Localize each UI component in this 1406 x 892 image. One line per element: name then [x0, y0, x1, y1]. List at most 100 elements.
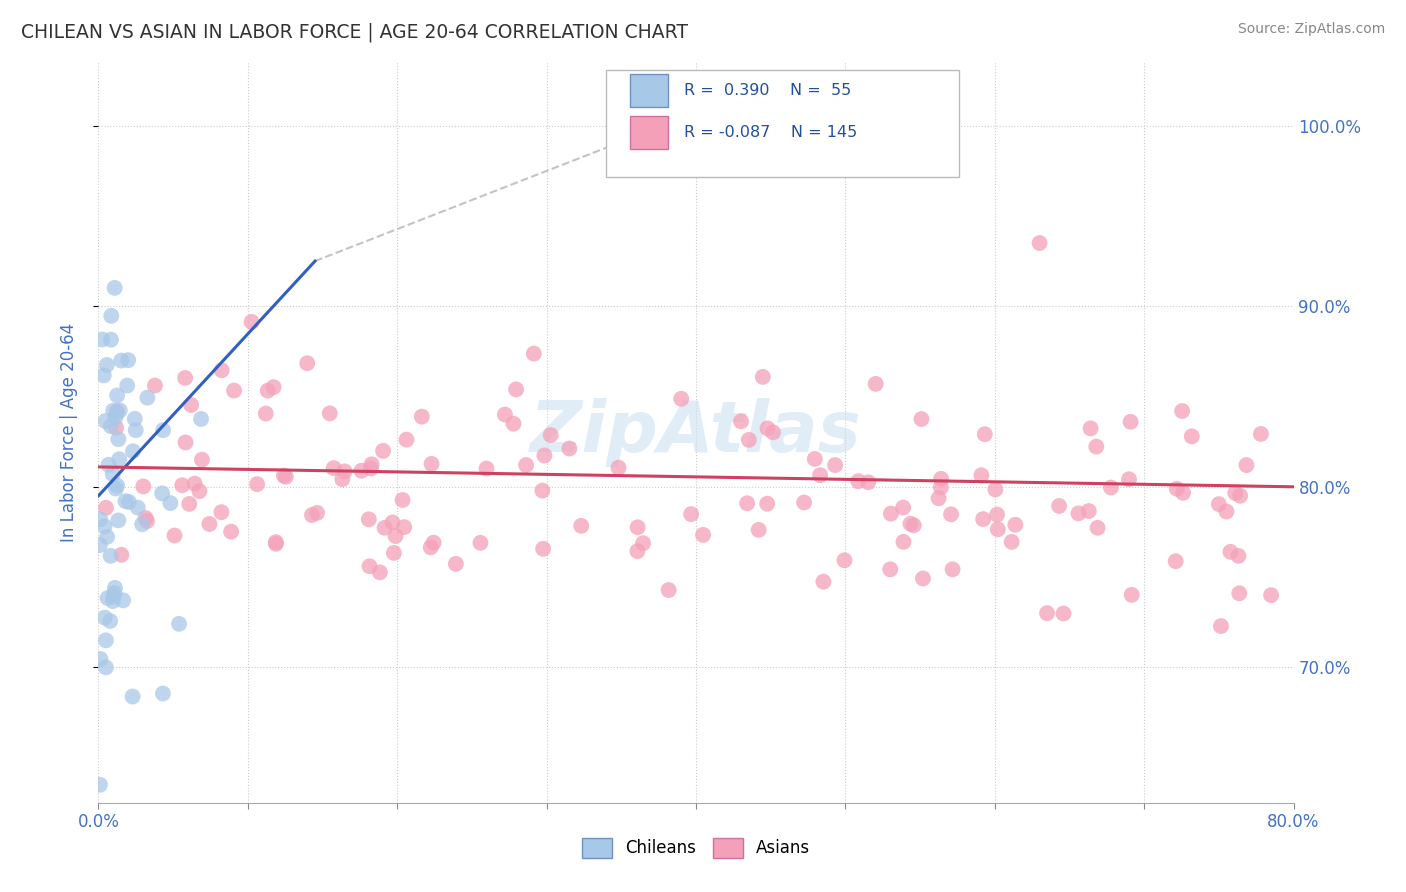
- Point: [297, 356, 319, 370]
- Point: [117, 353, 139, 368]
- Point: [152, 423, 174, 437]
- Point: [910, 412, 932, 426]
- Y-axis label: In Labor Force | Age 20-64: In Labor Force | Age 20-64: [59, 323, 77, 542]
- Point: [419, 541, 441, 555]
- Point: [97, 458, 120, 472]
- Point: [384, 529, 406, 543]
- Point: [256, 384, 278, 398]
- Point: [928, 491, 950, 506]
- Point: [98, 614, 121, 628]
- Point: [858, 475, 880, 490]
- Point: [89, 778, 111, 792]
- Point: [929, 472, 952, 486]
- Point: [114, 494, 136, 508]
- Point: [735, 496, 758, 510]
- Point: [264, 537, 287, 551]
- Point: [540, 428, 562, 442]
- Point: [101, 467, 124, 481]
- Point: [1052, 607, 1074, 621]
- Point: [1171, 485, 1194, 500]
- Point: [167, 616, 190, 631]
- Point: [607, 460, 630, 475]
- Point: [1036, 606, 1059, 620]
- Point: [127, 500, 149, 515]
- Point: [748, 523, 770, 537]
- Point: [1077, 504, 1099, 518]
- Point: [350, 464, 373, 478]
- Point: [1080, 421, 1102, 435]
- Point: [395, 433, 418, 447]
- Point: [360, 461, 382, 475]
- Point: [1001, 534, 1024, 549]
- Point: [174, 435, 197, 450]
- Point: [1260, 588, 1282, 602]
- Point: [322, 461, 344, 475]
- Point: [444, 557, 467, 571]
- Point: [172, 478, 194, 492]
- Point: [880, 507, 903, 521]
- Point: [107, 513, 129, 527]
- Point: [94, 610, 117, 624]
- Point: [94, 414, 117, 428]
- Point: [105, 407, 128, 421]
- Point: [1067, 507, 1090, 521]
- Point: [174, 371, 197, 385]
- Point: [972, 512, 994, 526]
- Point: [494, 408, 516, 422]
- Point: [108, 403, 131, 417]
- Point: [865, 376, 887, 391]
- Point: [730, 414, 752, 428]
- Point: [374, 521, 396, 535]
- Point: [824, 458, 846, 472]
- Point: [1227, 586, 1250, 600]
- Point: [105, 388, 128, 402]
- Point: [94, 500, 117, 515]
- Point: [274, 470, 297, 484]
- Point: [671, 392, 693, 406]
- Point: [135, 511, 157, 525]
- Point: [1171, 404, 1194, 418]
- Point: [558, 442, 581, 456]
- Point: [475, 461, 498, 475]
- Point: [893, 534, 915, 549]
- Point: [122, 444, 145, 458]
- Point: [523, 346, 546, 360]
- Point: [929, 480, 952, 494]
- Point: [970, 468, 993, 483]
- Point: [903, 518, 925, 533]
- Point: [112, 593, 135, 607]
- Text: CHILEAN VS ASIAN IN LABOR FORCE | AGE 20-64 CORRELATION CHART: CHILEAN VS ASIAN IN LABOR FORCE | AGE 20…: [21, 22, 688, 42]
- Point: [150, 486, 173, 500]
- Point: [107, 432, 129, 446]
- Point: [1208, 497, 1230, 511]
- Point: [627, 520, 650, 534]
- Point: [834, 553, 856, 567]
- Point: [179, 497, 201, 511]
- Point: [89, 512, 111, 526]
- Point: [143, 378, 166, 392]
- Legend: Chileans, Asians: Chileans, Asians: [575, 831, 817, 865]
- Point: [626, 544, 648, 558]
- Point: [159, 496, 181, 510]
- Point: [263, 380, 285, 394]
- Point: [1119, 415, 1142, 429]
- Point: [505, 383, 527, 397]
- Point: [756, 421, 779, 435]
- Point: [658, 582, 681, 597]
- Point: [97, 591, 120, 605]
- Point: [738, 433, 761, 447]
- Point: [100, 309, 122, 323]
- Text: ZipAtlas: ZipAtlas: [530, 398, 862, 467]
- Point: [1166, 482, 1188, 496]
- Point: [211, 363, 233, 377]
- Point: [124, 412, 146, 426]
- Point: [360, 458, 382, 472]
- Point: [1099, 481, 1122, 495]
- Point: [879, 562, 901, 576]
- Point: [121, 690, 143, 704]
- Point: [533, 449, 555, 463]
- Point: [986, 508, 1008, 522]
- Point: [371, 443, 394, 458]
- Point: [333, 464, 356, 478]
- Point: [125, 423, 148, 437]
